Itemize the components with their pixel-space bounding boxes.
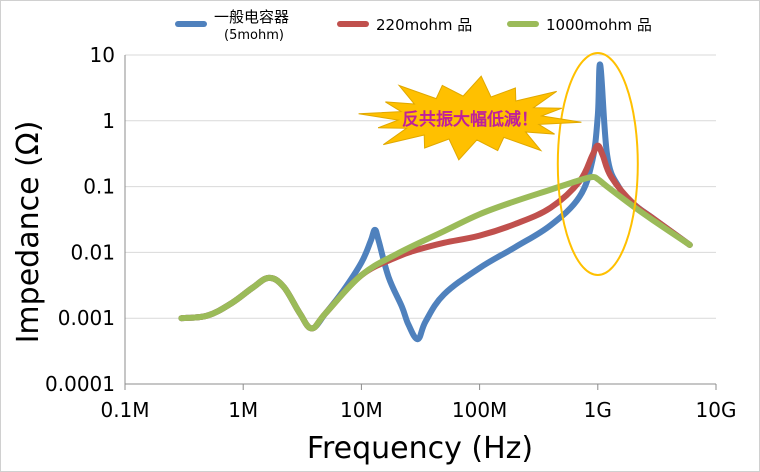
grid-lines: [125, 54, 716, 319]
legend: 一般电容器 (5mohm) 220mohm 品 1000mohm 品: [175, 8, 652, 43]
x-tick-label: 10G: [696, 398, 737, 422]
y-tick-label: 0.01: [70, 240, 115, 264]
series-line-1000mohm: [178, 173, 693, 332]
y-tick-label: 10: [90, 43, 115, 67]
axes: [124, 55, 717, 390]
x-axis-title: Frequency (Hz): [307, 431, 533, 466]
starburst-callout: [358, 75, 582, 161]
x-tick-label: 100M: [452, 398, 507, 422]
legend-sublabel: (5mohm): [224, 28, 284, 43]
y-tick-label: 0.1: [83, 175, 115, 199]
annotations: 反共振大幅低減！: [358, 52, 639, 276]
legend-label: 220mohm 品: [376, 16, 472, 34]
y-tick-label: 0.0001: [45, 372, 115, 396]
highlight-ellipse: [556, 52, 639, 276]
y-axis-title: Impedance (Ω): [11, 121, 46, 344]
series-lines: [178, 61, 693, 343]
tick-labels: 0.0001 0.001 0.01 0.1 1 10 0.1M 1M 10M 100M 1G 10G: [45, 43, 736, 422]
callout-text: 反共振大幅低減！: [402, 109, 538, 130]
legend-label: 一般电容器: [214, 8, 289, 26]
x-tick-label: 1G: [584, 398, 612, 422]
x-tick-label: 0.1M: [100, 398, 149, 422]
legend-label: 1000mohm 品: [546, 16, 652, 34]
x-tick-label: 1M: [228, 398, 258, 422]
y-tick-label: 1: [102, 109, 115, 133]
x-tick-label: 10M: [340, 398, 383, 422]
y-tick-label: 0.001: [58, 306, 115, 330]
